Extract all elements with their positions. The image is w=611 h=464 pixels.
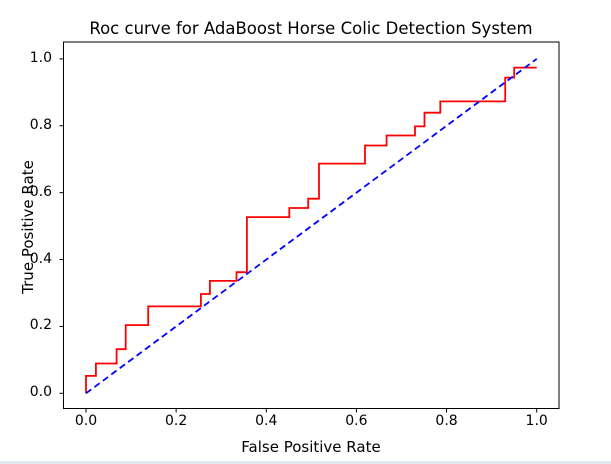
diagonal-reference-line	[85, 58, 538, 395]
y-axis-label: True Positive Rate	[19, 160, 37, 294]
window-edge-strip	[0, 461, 611, 464]
y-tick-label: 0.0	[29, 384, 52, 401]
y-tick-label: 1.0	[29, 49, 52, 66]
x-tick-label: 0.4	[255, 413, 278, 429]
x-tick-label: 0.2	[164, 413, 188, 429]
y-tick-label: 0.8	[29, 116, 52, 133]
y-tick-label: 0.2	[29, 317, 52, 334]
x-tick-label: 0.8	[435, 413, 458, 429]
x-tick-label: 1.0	[525, 413, 548, 429]
chart-title: Roc curve for AdaBoost Horse Colic Detec…	[89, 19, 533, 38]
x-axis-label: False Positive Rate	[241, 438, 381, 456]
x-tick-label: 0.0	[74, 413, 98, 429]
x-tick-label: 0.6	[345, 413, 368, 429]
roc-curve-line	[85, 66, 537, 394]
axes-spines	[63, 41, 560, 409]
y-tick-label: 0.4	[29, 250, 52, 267]
y-tick-label: 0.6	[29, 183, 52, 200]
